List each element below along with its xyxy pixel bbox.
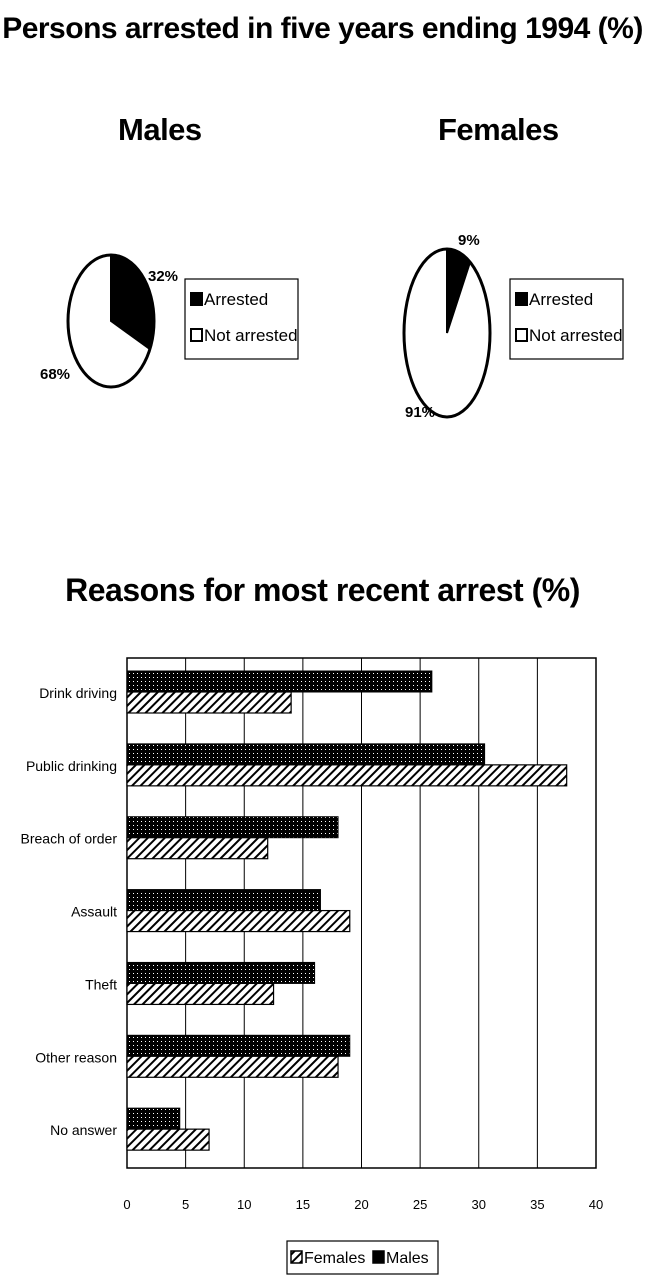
x-tick-label: 35: [530, 1197, 544, 1212]
males-pie: 32% 68% Arrested Not arrested: [40, 253, 299, 389]
pie-legend: Arrested Not arrested: [509, 278, 624, 360]
bar-females: [126, 982, 275, 1006]
pie-slice-label: 68%: [40, 366, 70, 383]
legend-box: [286, 1240, 439, 1275]
pie-outline: [66, 253, 156, 389]
y-category-label: No answer: [50, 1122, 117, 1138]
bar-males: [126, 889, 321, 912]
bar-males: [126, 1107, 181, 1130]
legend-label: Males: [386, 1250, 429, 1267]
legend-box: [184, 278, 299, 360]
bar-males: [126, 743, 486, 766]
legend-label: Arrested: [529, 290, 593, 309]
legend-swatch: [190, 292, 203, 306]
bar-females: [126, 837, 269, 860]
legend-swatch: [515, 328, 528, 342]
legend-label: Not arrested: [204, 326, 298, 345]
bar-males: [126, 1034, 351, 1057]
bar-females: [126, 1055, 339, 1078]
x-tick-label: 40: [589, 1197, 603, 1212]
bar-chart-title: Reasons for most recent arrest (%): [65, 572, 580, 608]
pie-slice-label: 91%: [405, 404, 435, 421]
legend-label: Arrested: [204, 290, 268, 309]
y-category-label: Drink driving: [39, 685, 117, 701]
page-title: Persons arrested in five years ending 19…: [2, 12, 643, 45]
bar-females: [126, 1128, 210, 1151]
bar-chart: 0 5 10 15 20 25 30 35 40 Drink driving Public drin…: [21, 657, 603, 1275]
pie-slice-label: 9%: [458, 232, 480, 249]
legend-swatch: [190, 328, 203, 342]
bar-females: [126, 691, 292, 714]
males-pie-title: Males: [118, 112, 202, 147]
bar-males: [126, 670, 433, 693]
x-tick-label: 15: [296, 1197, 310, 1212]
x-tick-label: 20: [354, 1197, 368, 1212]
x-tick-label: 5: [182, 1197, 189, 1212]
females-pie: 9% 91% Arrested Not arrested: [402, 232, 624, 421]
legend-swatch: [515, 292, 528, 306]
y-category-label: Assault: [71, 904, 117, 920]
legend-label: Females: [304, 1250, 365, 1267]
legend-label: Not arrested: [529, 326, 623, 345]
bar-females: [126, 764, 568, 787]
legend-swatch: [290, 1250, 303, 1264]
x-tick-label: 25: [413, 1197, 427, 1212]
y-category-label: Breach of order: [21, 831, 118, 847]
legend-box: [509, 278, 624, 360]
pie-charts: 32% 68% Arrested Not arrested 9% 91% Arrested N…: [40, 232, 624, 421]
bar-males: [126, 961, 316, 984]
bar-females: [126, 909, 351, 933]
pie-outline: [402, 247, 492, 419]
y-category-label: Other reason: [35, 1049, 117, 1065]
legend-swatch: [372, 1250, 385, 1264]
pie-slice-label: 32%: [148, 268, 178, 285]
y-category-label: Theft: [85, 976, 117, 992]
x-tick-label: 0: [123, 1197, 130, 1212]
pie-legend: Arrested Not arrested: [184, 278, 299, 360]
x-tick-label: 10: [237, 1197, 251, 1212]
y-category-label: Public drinking: [26, 758, 117, 774]
bar-males: [126, 816, 339, 839]
females-pie-title: Females: [438, 112, 559, 147]
x-tick-label: 30: [472, 1197, 486, 1212]
bar-legend: Females Males: [286, 1240, 439, 1275]
